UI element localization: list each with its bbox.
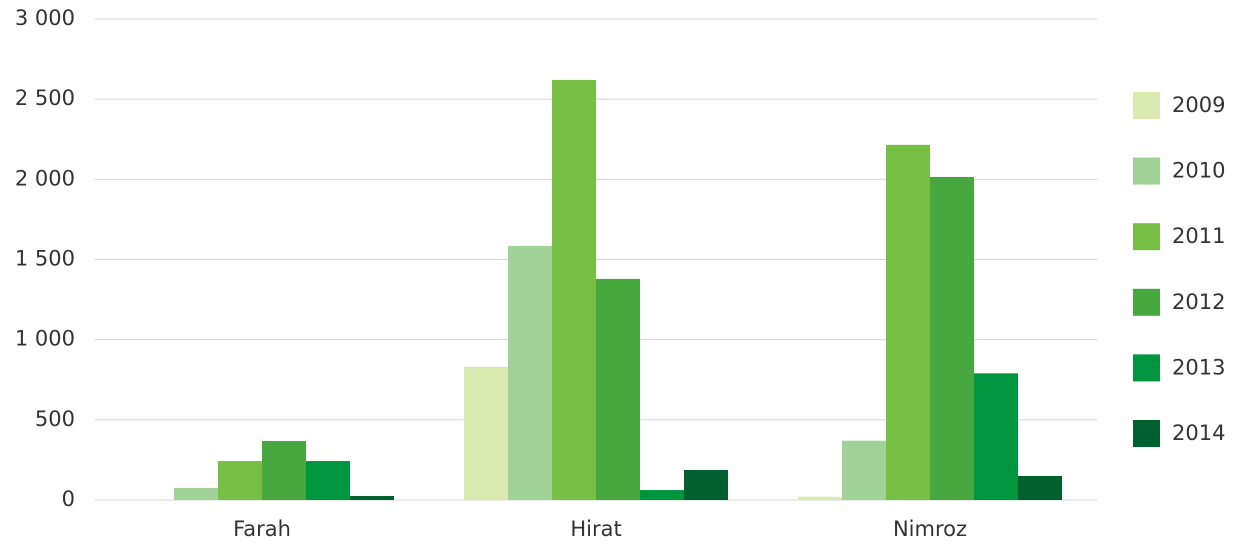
legend-label: 2010	[1172, 159, 1225, 183]
y-tick-label: 3 000	[15, 6, 75, 30]
bar	[798, 496, 842, 500]
bar	[218, 461, 262, 500]
legend-swatch	[1133, 354, 1160, 382]
bar	[464, 366, 508, 500]
bar	[842, 440, 886, 500]
bar	[1018, 475, 1062, 500]
y-tick-label: 2 000	[15, 166, 75, 190]
legend-label: 2013	[1172, 355, 1225, 379]
legend-label: 2012	[1172, 290, 1225, 314]
x-tick-label: Nimroz	[893, 517, 967, 541]
bar	[306, 461, 350, 500]
bar	[552, 79, 596, 500]
y-tick-label: 0	[62, 487, 75, 511]
bar	[350, 495, 394, 500]
legend-label: 2011	[1172, 224, 1225, 248]
bar	[174, 487, 218, 500]
bar	[262, 440, 306, 500]
legend-swatch	[1133, 288, 1160, 316]
legend-swatch	[1133, 223, 1160, 251]
bar	[886, 144, 930, 500]
bar	[508, 245, 552, 500]
x-tick-label: Farah	[233, 517, 291, 541]
y-tick-label: 1 000	[15, 327, 75, 351]
y-tick-label: 500	[35, 407, 75, 431]
bar	[596, 278, 640, 500]
legend-swatch	[1133, 92, 1160, 119]
bar	[930, 176, 974, 500]
x-tick-label: Hirat	[570, 517, 621, 541]
bar	[684, 470, 728, 500]
bar	[974, 373, 1018, 500]
bar	[640, 490, 684, 500]
y-tick-label: 1 500	[15, 247, 75, 271]
y-tick-label: 2 500	[15, 86, 75, 110]
legend-label: 2009	[1172, 93, 1225, 117]
legend-swatch	[1133, 157, 1160, 185]
legend-swatch	[1133, 420, 1160, 447]
legend-label: 2014	[1172, 421, 1225, 445]
